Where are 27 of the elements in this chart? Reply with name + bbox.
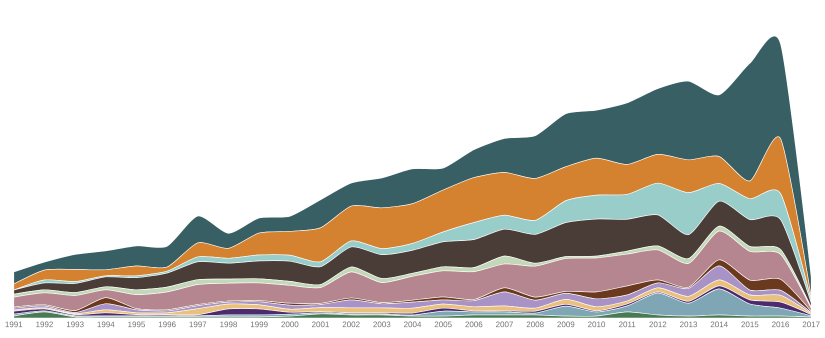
x-tick-label: 2007 xyxy=(496,322,514,328)
x-tick-label: 1994 xyxy=(98,322,114,328)
x-tick-label: 2004 xyxy=(404,322,422,328)
x-tick-label: 2001 xyxy=(312,322,330,328)
x-tick-label: 1998 xyxy=(220,322,238,328)
x-tick-label: 1995 xyxy=(128,322,146,328)
x-tick-label: 1992 xyxy=(36,322,53,328)
x-tick-label: 2014 xyxy=(710,322,728,328)
x-tick-label: 2003 xyxy=(373,322,390,328)
x-tick-label: 2005 xyxy=(434,322,452,328)
x-tick-label: 2010 xyxy=(588,322,606,328)
x-tick-label: 2011 xyxy=(618,322,636,328)
x-tick-label: 2009 xyxy=(557,322,574,328)
x-tick-label: 2015 xyxy=(741,322,758,328)
x-tick-label: 1999 xyxy=(250,322,268,328)
x-tick-label: 2000 xyxy=(281,322,298,328)
x-tick-label: 2013 xyxy=(680,322,698,328)
x-tick-label: 2008 xyxy=(526,322,544,328)
x-tick-label: 2017 xyxy=(802,322,820,328)
x-tick-label: 1997 xyxy=(190,322,206,328)
x-tick-label: 2012 xyxy=(649,322,666,328)
x-tick-label: 2016 xyxy=(772,322,790,328)
x-tick-label: 1996 xyxy=(158,322,176,328)
x-tick-label: 2006 xyxy=(465,322,482,328)
x-tick-label: 2002 xyxy=(342,322,360,328)
x-tick-label: 1991 xyxy=(6,322,22,328)
x-tick-label: 1993 xyxy=(66,322,84,328)
